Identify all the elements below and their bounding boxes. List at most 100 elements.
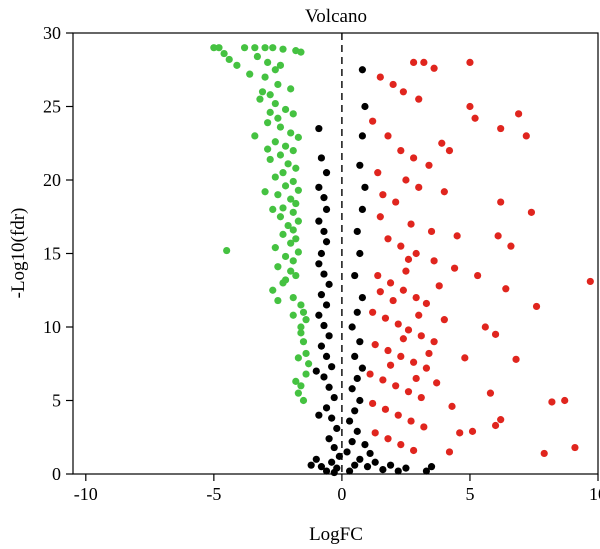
data-point [294,217,302,225]
data-point [299,338,308,346]
data-point [466,58,474,66]
x-axis: -10 -5 0 5 10 [74,474,600,504]
data-point [466,102,474,111]
data-point [320,194,328,202]
data-point [371,429,379,437]
data-point [430,257,438,265]
data-point [397,242,405,250]
data-point [274,263,282,271]
data-point [356,338,364,346]
data-point [271,138,279,146]
y-tick-label: 0 [52,464,61,484]
data-point [453,232,461,240]
data-point [320,321,328,330]
data-point [289,147,297,155]
data-point [312,455,320,463]
data-point [515,110,523,118]
data-point [292,271,300,280]
data-point [445,448,454,456]
data-point [422,299,431,308]
data-point [430,338,438,346]
data-point [299,396,308,405]
data-point [292,164,300,172]
x-tick-label: -10 [74,484,98,504]
data-point [415,183,423,191]
data-point [381,405,390,413]
x-tick-label: -5 [206,484,221,504]
data-point [258,88,267,96]
data-point [468,427,477,435]
data-point [440,188,448,196]
data-point [333,424,341,433]
data-point [369,308,377,316]
data-point [497,124,505,133]
data-point [320,270,328,278]
data-point [292,235,300,243]
data-point [210,44,218,52]
data-point [256,95,264,103]
data-point [384,435,392,443]
data-point [392,382,400,390]
data-point [450,264,459,272]
data-point [527,208,536,216]
data-point [394,320,402,328]
data-point [427,463,436,471]
data-point [274,191,282,199]
data-point [315,124,323,133]
y-axis: 0 5 10 15 20 25 30 [43,23,73,484]
data-point [415,311,423,319]
data-point [233,61,241,69]
data-point [430,64,438,72]
data-point [586,277,594,286]
data-point [404,255,413,263]
data-point [461,354,469,362]
x-tick-label: 10 [589,484,600,504]
data-point [415,95,423,103]
data-point [320,227,328,236]
data-point [225,55,233,64]
data-point [297,48,305,56]
y-tick-label: 20 [43,170,61,190]
data-point [328,363,336,371]
data-point [246,70,254,78]
data-point [279,204,287,212]
data-point [379,465,387,474]
data-point [287,267,295,275]
data-point [251,132,259,140]
data-point [289,208,297,216]
data-point [361,102,369,111]
data-point [274,296,282,305]
data-point [356,161,364,169]
data-point [281,276,290,284]
data-point [287,195,295,203]
data-point [404,388,413,396]
data-point [397,147,405,155]
data-point [284,160,292,168]
data-point [271,66,279,74]
data-point [312,367,320,375]
data-point [369,399,377,408]
data-point [351,352,359,360]
data-point [471,114,479,122]
data-point [266,91,274,99]
y-tick-label: 15 [43,244,61,264]
data-point [279,230,287,238]
data-point [348,385,356,393]
data-point [220,49,228,58]
data-point [417,332,425,340]
data-point [384,132,392,140]
data-point [353,227,361,236]
data-point [369,117,377,125]
data-point [410,58,418,66]
data-point [497,416,505,424]
data-point [299,308,308,316]
data-point [269,205,277,213]
data-point [287,239,295,247]
data-point [522,132,530,140]
data-point [294,389,302,397]
data-point [269,286,277,294]
data-point [412,249,420,258]
data-point [386,279,395,287]
data-point [281,182,290,190]
